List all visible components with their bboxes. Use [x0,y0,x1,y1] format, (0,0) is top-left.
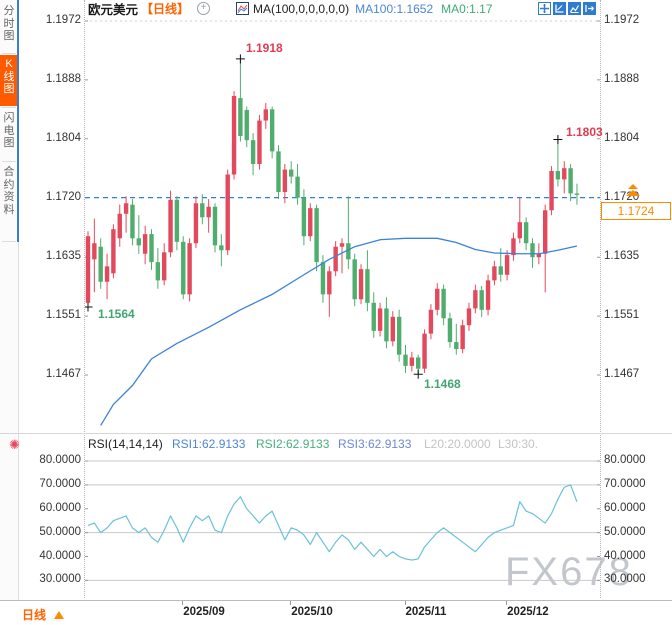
price-axis-label: 1.1888 [604,72,640,85]
annotation-start-low-price: 1.1564 [98,307,135,321]
tab-char: 图 [3,83,15,95]
indicator-chart-icon[interactable] [568,2,581,15]
date-axis-label: 2025/09 [183,606,225,618]
panel-separator [0,433,672,434]
main-chart-left-border [84,0,86,598]
ma-indicator-icon[interactable] [236,2,250,15]
annotation-low-price: 1.1468 [424,377,461,391]
candlestick-chart-canvas[interactable] [85,0,600,433]
date-axis-label: 2025/10 [291,606,333,618]
tab-char: K [5,58,13,70]
period-tab-label: 日线 [22,608,47,622]
ma100-value-label: MA100:1.1652 [355,1,434,16]
add-compare-icon[interactable]: + [197,2,211,15]
main-chart-right-border [600,0,602,598]
sidebar-tab-flash-chart[interactable]: 闪电图 [0,109,18,160]
period-tag: 【日线】 [141,2,190,16]
left-sidebar [0,0,19,625]
rsi-axis-label: 50.0000 [39,525,81,538]
price-axis-label: 1.1888 [45,72,81,85]
rsi-axis-label: 40.0000 [39,549,81,562]
date-tick [290,601,292,605]
triangle-up-icon [54,611,65,619]
rsi3-value-label: RSI3:62.9133 [338,437,412,451]
rsi-axis-label: 80.0000 [604,454,646,466]
bottom-bar: 日线 2025/09 2025/10 2025/11 2025/12 [0,600,672,625]
rsi-axis-label: 60.0000 [604,501,646,514]
tab-char: 资 [3,191,15,203]
ma0-value-label: MA0:1.17 [441,1,493,16]
sidebar-tab-contract-info[interactable]: 合约资料 [0,163,18,240]
sidebar-separator [2,107,16,108]
price-axis-label: 1.1467 [45,367,81,380]
price-axis-label: 1.1972 [604,14,640,26]
rsi-l30-label: L30:30. [498,437,539,451]
tab-char: 时 [3,17,15,30]
price-axis-label: 1.1804 [45,131,81,144]
rsi-axis-label: 40.0000 [604,549,646,562]
rsi2-value-label: RSI2:62.9133 [256,437,330,451]
date-tick [404,601,406,605]
collapse-panel-icon[interactable] [583,2,596,15]
date-axis-label: 2025/12 [507,606,549,618]
rsi-axis-label: 80.0000 [39,454,81,466]
tab-char: 线 [3,70,15,83]
price-axis-label: 1.1720 [45,190,81,203]
rsi-axis-label: 60.0000 [39,501,81,514]
current-price-badge: 1.1724 [601,202,671,220]
price-axis-label: 1.1551 [45,309,81,322]
date-axis-label: 2025/11 [405,606,447,618]
rsi-l20-label: L20:20.0000 [424,437,491,451]
pan-crosshair-icon[interactable] [538,2,551,15]
rsi-axis-label: 70.0000 [39,477,81,490]
tab-char: 料 [3,203,15,216]
sidebar-tab-time-chart[interactable]: 分时图 [0,2,18,52]
tab-char: 图 [3,30,15,42]
rsi-axis-label: 30.0000 [39,573,81,586]
tab-char: 分 [3,5,15,17]
price-axis-label: 1.1635 [45,250,81,263]
toolbar-icon-group [538,2,596,15]
sidebar-separator [2,241,16,242]
price-axis-label: 1.1635 [604,250,640,263]
price-axis-label: 1.1551 [604,309,640,322]
period-tab-daily[interactable]: 日线 [22,606,65,623]
price-axis-label: 1.1467 [604,367,640,380]
tab-char: 约 [3,178,15,191]
fx678-watermark: FX678 [505,550,633,594]
current-price-arrow-icon [626,184,640,196]
sidebar-accent-rule [17,0,19,242]
annotation-high-price: 1.1918 [246,41,283,55]
rsi1-value-label: RSI1:62.9133 [172,437,246,451]
price-axis-label: 1.1972 [45,14,81,26]
tab-char: 电 [3,124,15,137]
sidebar-separator [2,161,16,162]
ma-formula-label: MA(100,0,0,0,0,0) [253,1,350,16]
tab-char: 图 [3,137,15,149]
date-tick [182,601,184,605]
rsi-axis-label: 70.0000 [604,477,646,490]
indicator-settings-icon[interactable]: ✺ [9,437,20,452]
tab-char: 合 [3,166,15,178]
date-tick [506,601,508,605]
annotation-recent-high-price: 1.1803 [566,125,603,139]
rsi-title: RSI(14,14,14) [88,437,163,451]
rsi-axis-label: 30.0000 [604,573,646,586]
rsi-chart-canvas[interactable] [85,445,600,598]
chart-toolbar: 欧元美元 【日线】 + MA(100,0,0,0,0,0) MA100:1.16… [88,1,493,18]
rsi-axis-label: 50.0000 [604,525,646,538]
tab-char: 闪 [3,112,15,124]
symbol-name: 欧元美元 [88,3,139,17]
rsi-header: ✺ RSI(14,14,14) RSI1:62.9133 RSI2:62.913… [0,437,672,452]
axis-scale-icon[interactable] [553,2,566,15]
price-axis-label: 1.1804 [604,131,640,144]
sidebar-separator [2,53,16,54]
